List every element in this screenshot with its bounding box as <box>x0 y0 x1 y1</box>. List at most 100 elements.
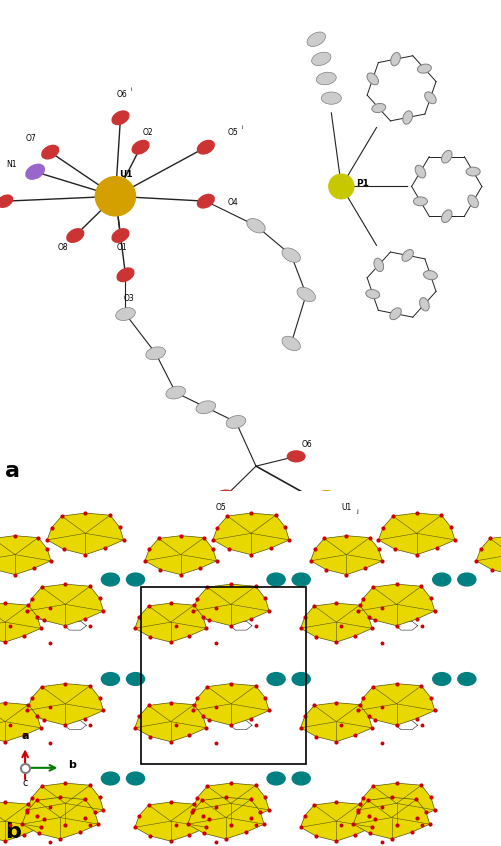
Text: U1: U1 <box>118 170 132 179</box>
Ellipse shape <box>287 451 305 462</box>
Ellipse shape <box>321 92 341 104</box>
Circle shape <box>101 772 119 785</box>
Text: i: i <box>241 125 242 130</box>
Polygon shape <box>27 584 103 626</box>
Ellipse shape <box>311 52 330 65</box>
Text: U1: U1 <box>341 503 351 513</box>
Polygon shape <box>353 797 429 839</box>
Bar <box>140 586 306 764</box>
Ellipse shape <box>419 298 428 311</box>
Text: O5: O5 <box>215 503 226 513</box>
Ellipse shape <box>0 195 13 207</box>
Polygon shape <box>192 684 269 725</box>
Ellipse shape <box>117 268 134 282</box>
Polygon shape <box>187 797 264 839</box>
Text: a: a <box>5 461 20 481</box>
Ellipse shape <box>371 103 385 113</box>
Ellipse shape <box>297 287 315 302</box>
Polygon shape <box>47 513 123 555</box>
Polygon shape <box>358 584 434 626</box>
Polygon shape <box>358 684 434 725</box>
Ellipse shape <box>390 52 400 66</box>
Circle shape <box>101 573 119 586</box>
Ellipse shape <box>441 151 451 163</box>
Ellipse shape <box>282 248 300 262</box>
Circle shape <box>101 673 119 685</box>
Text: c: c <box>23 777 28 788</box>
Circle shape <box>292 673 310 685</box>
Ellipse shape <box>165 386 185 399</box>
Text: P1: P1 <box>356 179 369 189</box>
Circle shape <box>95 177 135 216</box>
Polygon shape <box>27 783 103 825</box>
Ellipse shape <box>316 72 336 85</box>
Ellipse shape <box>115 308 135 321</box>
Ellipse shape <box>225 415 245 428</box>
Ellipse shape <box>246 218 265 233</box>
Polygon shape <box>22 797 98 839</box>
Ellipse shape <box>197 140 214 154</box>
Polygon shape <box>0 536 51 574</box>
Polygon shape <box>300 802 371 841</box>
Ellipse shape <box>373 258 383 272</box>
Text: j: j <box>356 508 357 514</box>
Circle shape <box>126 772 144 785</box>
Polygon shape <box>0 802 41 841</box>
Ellipse shape <box>366 73 378 85</box>
Ellipse shape <box>282 336 300 351</box>
Circle shape <box>311 491 341 520</box>
Polygon shape <box>378 513 454 555</box>
Text: b: b <box>5 822 21 843</box>
Ellipse shape <box>413 197 427 206</box>
Polygon shape <box>0 603 41 642</box>
Ellipse shape <box>365 289 379 299</box>
Circle shape <box>432 573 450 586</box>
Circle shape <box>432 673 450 685</box>
Ellipse shape <box>423 271 436 280</box>
Polygon shape <box>135 603 206 642</box>
Ellipse shape <box>132 140 149 154</box>
Text: O8: O8 <box>58 243 69 252</box>
Text: b: b <box>68 760 76 770</box>
Circle shape <box>126 673 144 685</box>
Text: N1: N1 <box>6 160 16 169</box>
Text: O3: O3 <box>123 294 134 303</box>
Ellipse shape <box>307 32 325 47</box>
Ellipse shape <box>67 228 84 242</box>
Polygon shape <box>27 684 103 725</box>
Ellipse shape <box>402 111 412 124</box>
Ellipse shape <box>145 347 165 360</box>
Polygon shape <box>192 783 269 825</box>
Ellipse shape <box>389 308 400 320</box>
Polygon shape <box>135 802 206 841</box>
Text: O1: O1 <box>116 243 127 252</box>
Polygon shape <box>145 536 216 574</box>
Text: O7: O7 <box>25 135 36 143</box>
Polygon shape <box>300 603 371 642</box>
Circle shape <box>267 772 285 785</box>
Circle shape <box>267 673 285 685</box>
Circle shape <box>126 573 144 586</box>
Text: a: a <box>22 732 29 741</box>
Polygon shape <box>192 584 269 626</box>
Ellipse shape <box>414 165 425 178</box>
Circle shape <box>267 573 285 586</box>
Ellipse shape <box>195 401 215 414</box>
Text: O6: O6 <box>116 90 127 99</box>
Text: O6: O6 <box>301 440 311 448</box>
Ellipse shape <box>112 111 129 124</box>
Ellipse shape <box>112 228 129 242</box>
Polygon shape <box>0 703 41 742</box>
Text: O2: O2 <box>142 128 153 137</box>
Ellipse shape <box>417 64 430 73</box>
Ellipse shape <box>197 195 214 208</box>
Circle shape <box>292 772 310 785</box>
Polygon shape <box>310 536 381 574</box>
Polygon shape <box>300 703 371 742</box>
Ellipse shape <box>26 164 44 179</box>
Ellipse shape <box>217 490 234 501</box>
Polygon shape <box>212 513 289 555</box>
Polygon shape <box>358 783 434 825</box>
Ellipse shape <box>424 92 435 104</box>
Ellipse shape <box>401 250 413 261</box>
